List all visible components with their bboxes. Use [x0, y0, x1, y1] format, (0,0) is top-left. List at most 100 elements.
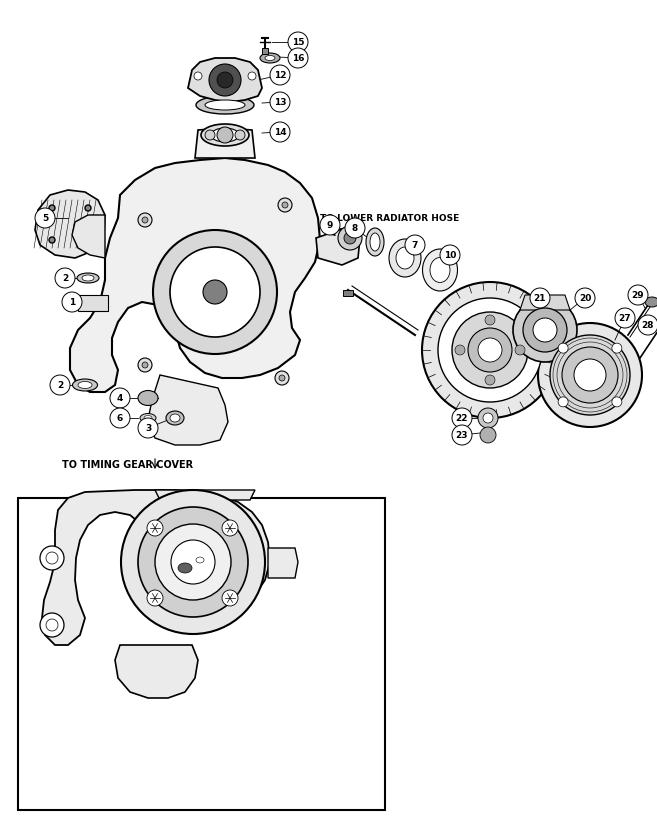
Text: 6: 6: [117, 413, 123, 422]
Circle shape: [275, 371, 289, 385]
Polygon shape: [195, 128, 255, 158]
Circle shape: [468, 328, 512, 372]
Text: 27: 27: [619, 313, 631, 323]
Ellipse shape: [82, 275, 94, 281]
Polygon shape: [155, 490, 255, 500]
Circle shape: [515, 345, 525, 355]
Circle shape: [170, 247, 260, 337]
Ellipse shape: [430, 257, 450, 282]
Circle shape: [288, 48, 308, 68]
Ellipse shape: [201, 124, 249, 146]
Text: TO TIMING GEAR COVER: TO TIMING GEAR COVER: [62, 460, 193, 470]
Circle shape: [40, 613, 64, 637]
Ellipse shape: [211, 128, 239, 142]
Circle shape: [612, 397, 622, 407]
Circle shape: [222, 520, 238, 536]
Circle shape: [574, 359, 606, 391]
Circle shape: [49, 205, 55, 211]
Ellipse shape: [370, 233, 380, 251]
Text: 12: 12: [274, 70, 286, 80]
Text: DIAMETER HOLE: DIAMETER HOLE: [248, 578, 319, 587]
Text: 4: 4: [117, 394, 124, 402]
Circle shape: [320, 215, 340, 235]
Polygon shape: [115, 645, 198, 698]
Text: 7: 7: [412, 241, 419, 250]
Text: 22: 22: [456, 413, 468, 422]
Circle shape: [203, 280, 227, 304]
Circle shape: [575, 288, 595, 308]
Circle shape: [345, 218, 365, 238]
Circle shape: [217, 127, 233, 143]
Text: A152802: A152802: [248, 558, 285, 567]
Circle shape: [478, 338, 502, 362]
Bar: [262, 48, 268, 54]
Circle shape: [452, 408, 472, 428]
Circle shape: [121, 490, 265, 634]
Circle shape: [110, 388, 130, 408]
Circle shape: [147, 520, 163, 536]
Text: 5: 5: [42, 214, 48, 223]
Circle shape: [438, 298, 542, 402]
Circle shape: [628, 285, 648, 305]
Circle shape: [138, 507, 248, 617]
Ellipse shape: [72, 379, 97, 391]
Circle shape: [478, 408, 498, 428]
Circle shape: [483, 413, 493, 423]
Text: 15: 15: [292, 38, 304, 46]
Text: TO LOWER RADIATOR HOSE: TO LOWER RADIATOR HOSE: [320, 214, 459, 223]
Text: 1: 1: [69, 297, 75, 307]
Circle shape: [85, 237, 91, 243]
Circle shape: [452, 312, 528, 388]
Circle shape: [558, 397, 568, 407]
Circle shape: [142, 362, 148, 368]
Text: 29: 29: [631, 291, 645, 299]
Circle shape: [455, 345, 465, 355]
Text: 2: 2: [62, 273, 68, 282]
Circle shape: [110, 408, 130, 428]
Text: 9: 9: [327, 220, 333, 230]
Circle shape: [49, 237, 55, 243]
Bar: [78, 295, 108, 311]
Circle shape: [523, 308, 567, 352]
Circle shape: [440, 245, 460, 265]
Circle shape: [138, 213, 152, 227]
Text: 16: 16: [292, 54, 304, 63]
Text: 2: 2: [57, 380, 63, 390]
Circle shape: [513, 298, 577, 362]
Ellipse shape: [265, 55, 275, 60]
Circle shape: [480, 427, 496, 443]
Circle shape: [270, 122, 290, 142]
Circle shape: [46, 552, 58, 564]
Polygon shape: [188, 58, 262, 102]
Text: 13: 13: [274, 97, 286, 106]
Circle shape: [538, 323, 642, 427]
Circle shape: [344, 232, 356, 244]
Circle shape: [217, 72, 233, 88]
Ellipse shape: [422, 249, 457, 291]
Ellipse shape: [656, 320, 657, 330]
Circle shape: [209, 64, 241, 96]
Text: 0.62" (15.75 mm): 0.62" (15.75 mm): [248, 530, 315, 539]
Ellipse shape: [389, 239, 421, 277]
Circle shape: [530, 288, 550, 308]
Circle shape: [485, 375, 495, 385]
Text: 23: 23: [456, 431, 468, 439]
Circle shape: [138, 358, 152, 372]
Circle shape: [288, 32, 308, 52]
Text: 0.38" (9.65 mm): 0.38" (9.65 mm): [248, 568, 311, 577]
Text: 3: 3: [145, 423, 151, 432]
Polygon shape: [42, 490, 270, 645]
Text: 10: 10: [444, 251, 456, 260]
Circle shape: [142, 217, 148, 223]
Ellipse shape: [366, 228, 384, 256]
Ellipse shape: [260, 53, 280, 63]
Circle shape: [422, 282, 558, 418]
Text: 21: 21: [533, 293, 546, 303]
Ellipse shape: [196, 96, 254, 114]
Circle shape: [279, 375, 285, 381]
Circle shape: [222, 590, 238, 606]
Circle shape: [155, 524, 231, 600]
Circle shape: [194, 72, 202, 80]
Circle shape: [62, 292, 82, 312]
Ellipse shape: [166, 411, 184, 425]
